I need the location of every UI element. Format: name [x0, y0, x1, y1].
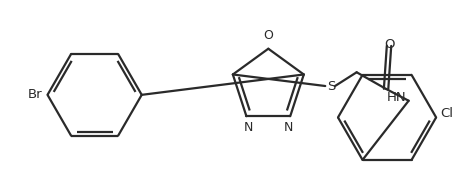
Text: HN: HN: [387, 91, 407, 104]
Text: Cl: Cl: [440, 107, 453, 120]
Text: N: N: [244, 121, 253, 134]
Text: S: S: [327, 80, 336, 93]
Text: N: N: [283, 121, 293, 134]
Text: Br: Br: [28, 88, 43, 101]
Text: O: O: [384, 38, 394, 51]
Text: O: O: [263, 29, 273, 42]
